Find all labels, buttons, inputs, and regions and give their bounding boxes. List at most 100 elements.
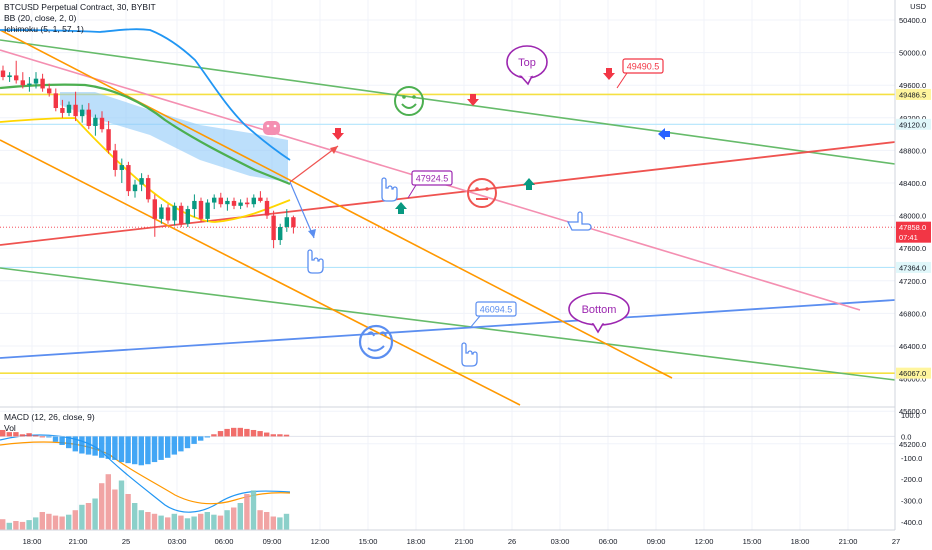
volume-bar bbox=[165, 517, 171, 530]
pig-icon-eye bbox=[266, 124, 270, 128]
macd-histogram-bar bbox=[184, 436, 191, 449]
candle-body bbox=[231, 200, 237, 206]
time-tick: 21:00 bbox=[69, 537, 88, 546]
volume-bar bbox=[264, 512, 270, 530]
macd-histogram-bar bbox=[257, 431, 263, 437]
pointing-hand-icon bbox=[307, 249, 324, 274]
volume-bar bbox=[198, 513, 204, 530]
macd-histogram-bar bbox=[46, 436, 52, 438]
price-mark-text: 07:41 bbox=[899, 233, 918, 242]
macd-histogram-bar bbox=[26, 433, 32, 437]
volume-bar bbox=[250, 490, 257, 530]
candle-body bbox=[284, 217, 289, 228]
macd-histogram-bar bbox=[178, 436, 184, 452]
volume-bar bbox=[132, 503, 138, 530]
arrow-down-icon bbox=[467, 94, 479, 106]
callout-46094-box bbox=[475, 301, 517, 317]
smiley-neutral-icon-eye bbox=[485, 187, 489, 191]
candle-body bbox=[60, 108, 65, 113]
volume-bar bbox=[105, 474, 111, 530]
price-tick: 47600.0 bbox=[899, 244, 926, 253]
volume-bar bbox=[112, 489, 118, 530]
candle-body bbox=[80, 109, 85, 117]
currency-label[interactable]: USD bbox=[910, 2, 926, 11]
macd-legend[interactable]: MACD (12, 26, close, 9) bbox=[4, 412, 95, 422]
smiley-dizzy-icon bbox=[358, 324, 394, 360]
callout-49490-text: 49490.5 bbox=[627, 62, 660, 72]
arrow-left-icon bbox=[658, 128, 670, 140]
candle-body bbox=[86, 109, 91, 126]
volume-bar bbox=[171, 513, 177, 530]
candle-body bbox=[179, 205, 184, 224]
macd-histogram-bar bbox=[66, 436, 72, 449]
candle-body bbox=[47, 88, 52, 94]
volume-bar bbox=[283, 513, 290, 530]
volume-bar bbox=[39, 512, 45, 530]
trendline-orange-upper bbox=[0, 29, 673, 379]
ichimoku-legend[interactable]: Ichimoku (5, 1, 57, 1) bbox=[4, 24, 84, 34]
symbol-legend[interactable]: BTCUSD Perpetual Contract, 30, BYBIT bbox=[4, 2, 156, 12]
time-tick: 09:00 bbox=[263, 537, 282, 546]
candle-body bbox=[185, 209, 190, 224]
macd-tick: 0.0 bbox=[901, 432, 911, 441]
time-tick: 06:00 bbox=[599, 537, 618, 546]
callout-49490-pointer bbox=[616, 72, 628, 89]
macd-tick: -100.0 bbox=[901, 454, 922, 463]
price-tick: 48400.0 bbox=[899, 179, 926, 188]
pointing-hand-icon bbox=[461, 342, 478, 367]
volume-bar bbox=[237, 503, 243, 530]
candle-body bbox=[27, 83, 32, 86]
volume-bar bbox=[145, 512, 151, 530]
volume-bar bbox=[204, 512, 210, 530]
candle-body bbox=[238, 202, 243, 206]
volume-bar bbox=[118, 480, 125, 530]
volume-bar bbox=[46, 513, 52, 530]
macd-tick: 100.0 bbox=[901, 411, 920, 420]
bb-legend[interactable]: BB (20, close, 2, 0) bbox=[4, 13, 77, 23]
volume-legend[interactable]: Vol bbox=[4, 423, 16, 433]
callout-47924-box bbox=[411, 170, 453, 186]
candle-body bbox=[53, 93, 58, 109]
volume-bar bbox=[6, 522, 12, 530]
pointing-hand-icon bbox=[381, 177, 398, 202]
volume-bar bbox=[125, 494, 131, 530]
volume-bar bbox=[244, 494, 250, 530]
callout-47924-pointer bbox=[407, 184, 417, 199]
smiley-dizzy-features bbox=[367, 331, 387, 352]
volume-bar bbox=[191, 516, 197, 530]
callout-47924-text: 47924.5 bbox=[416, 174, 449, 184]
macd-histogram-bar bbox=[6, 432, 12, 437]
smiley-neutral-icon-eye bbox=[475, 187, 479, 191]
price-tick: 46000.0 bbox=[899, 375, 926, 384]
projection-arrow-up bbox=[289, 145, 339, 183]
price-mark-text: 47858.0 bbox=[899, 223, 926, 232]
volume-bar bbox=[19, 521, 26, 530]
macd-histogram-bar bbox=[283, 434, 290, 437]
time-tick: 18:00 bbox=[23, 537, 42, 546]
macd-histogram-bar bbox=[138, 436, 144, 466]
candle-body bbox=[0, 70, 6, 78]
macd-histogram-bar bbox=[52, 436, 59, 442]
price-tick: 46400.0 bbox=[899, 342, 926, 351]
candle-body bbox=[198, 200, 204, 219]
candle-body bbox=[119, 165, 124, 170]
pig-icon bbox=[263, 121, 280, 135]
smiley-neutral-icon bbox=[467, 178, 497, 208]
smiley-happy-icon bbox=[394, 86, 424, 116]
volume-bar bbox=[184, 518, 191, 530]
candle-body bbox=[132, 184, 138, 192]
price-tick: 48800.0 bbox=[899, 146, 926, 155]
candle-body bbox=[172, 205, 177, 221]
candle-body bbox=[14, 75, 19, 81]
time-tick: 03:00 bbox=[168, 537, 187, 546]
macd-histogram-bar bbox=[92, 436, 98, 456]
candle-body bbox=[192, 200, 197, 210]
macd-histogram-bar bbox=[158, 436, 164, 460]
volume-bar bbox=[26, 520, 32, 530]
candle-body bbox=[245, 202, 250, 205]
time-tick: 09:00 bbox=[647, 537, 666, 546]
volume-bar bbox=[52, 515, 59, 530]
macd-histogram-bar bbox=[198, 436, 204, 441]
candle-body bbox=[66, 104, 72, 113]
